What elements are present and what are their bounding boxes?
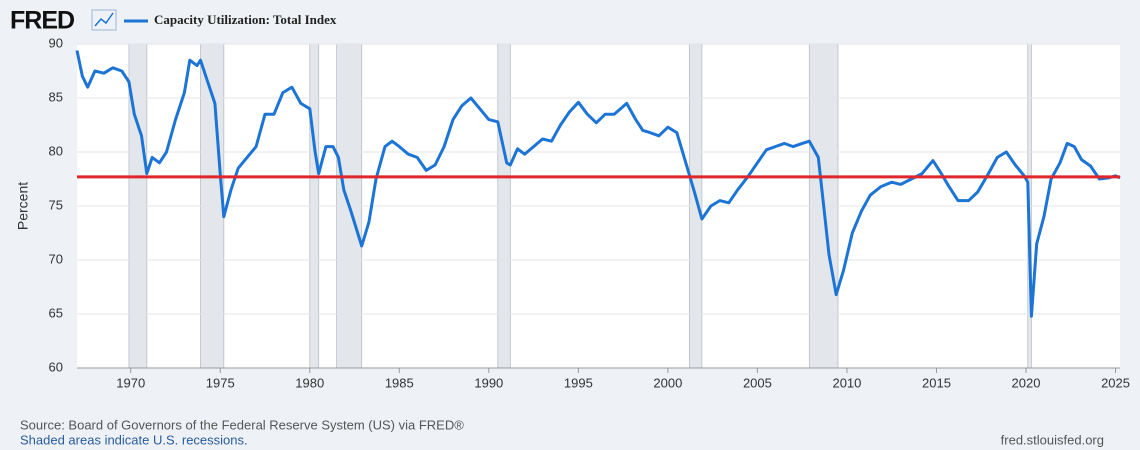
- logo-icon: [91, 9, 117, 31]
- series-line: [75, 50, 1121, 318]
- y-tick-label: 65: [49, 305, 63, 320]
- y-tick-label: 90: [49, 35, 63, 50]
- y-tick-label: 70: [49, 251, 63, 266]
- x-tick-label: 1975: [206, 375, 235, 390]
- x-tick-label: 2000: [653, 375, 682, 390]
- x-tick-label: 1985: [385, 375, 414, 390]
- y-tick-label: 80: [49, 143, 63, 158]
- x-tick-label: 1980: [295, 375, 324, 390]
- logo: FRED: [10, 7, 74, 35]
- x-tick-label: 2015: [922, 375, 951, 390]
- y-tick-label: 60: [49, 359, 63, 374]
- x-tick-label: 2020: [1012, 375, 1041, 390]
- recession-note: Shaded areas indicate U.S. recessions.: [20, 432, 248, 447]
- x-tick-label: 2010: [832, 375, 861, 390]
- site-url: fred.stlouisfed.org: [1001, 432, 1104, 447]
- y-tick-label: 75: [49, 197, 63, 212]
- x-tick-label: 1970: [116, 375, 145, 390]
- x-tick-label: 2025: [1101, 375, 1130, 390]
- x-tick-label: 1990: [474, 375, 503, 390]
- x-tick-label: 2005: [743, 375, 772, 390]
- legend-label: Capacity Utilization: Total Index: [154, 12, 337, 27]
- y-axis-label: Percent: [15, 182, 31, 230]
- source: Source: Board of Governors of the Federa…: [20, 417, 464, 432]
- y-tick-label: 85: [49, 89, 63, 104]
- x-tick-label: 1995: [564, 375, 593, 390]
